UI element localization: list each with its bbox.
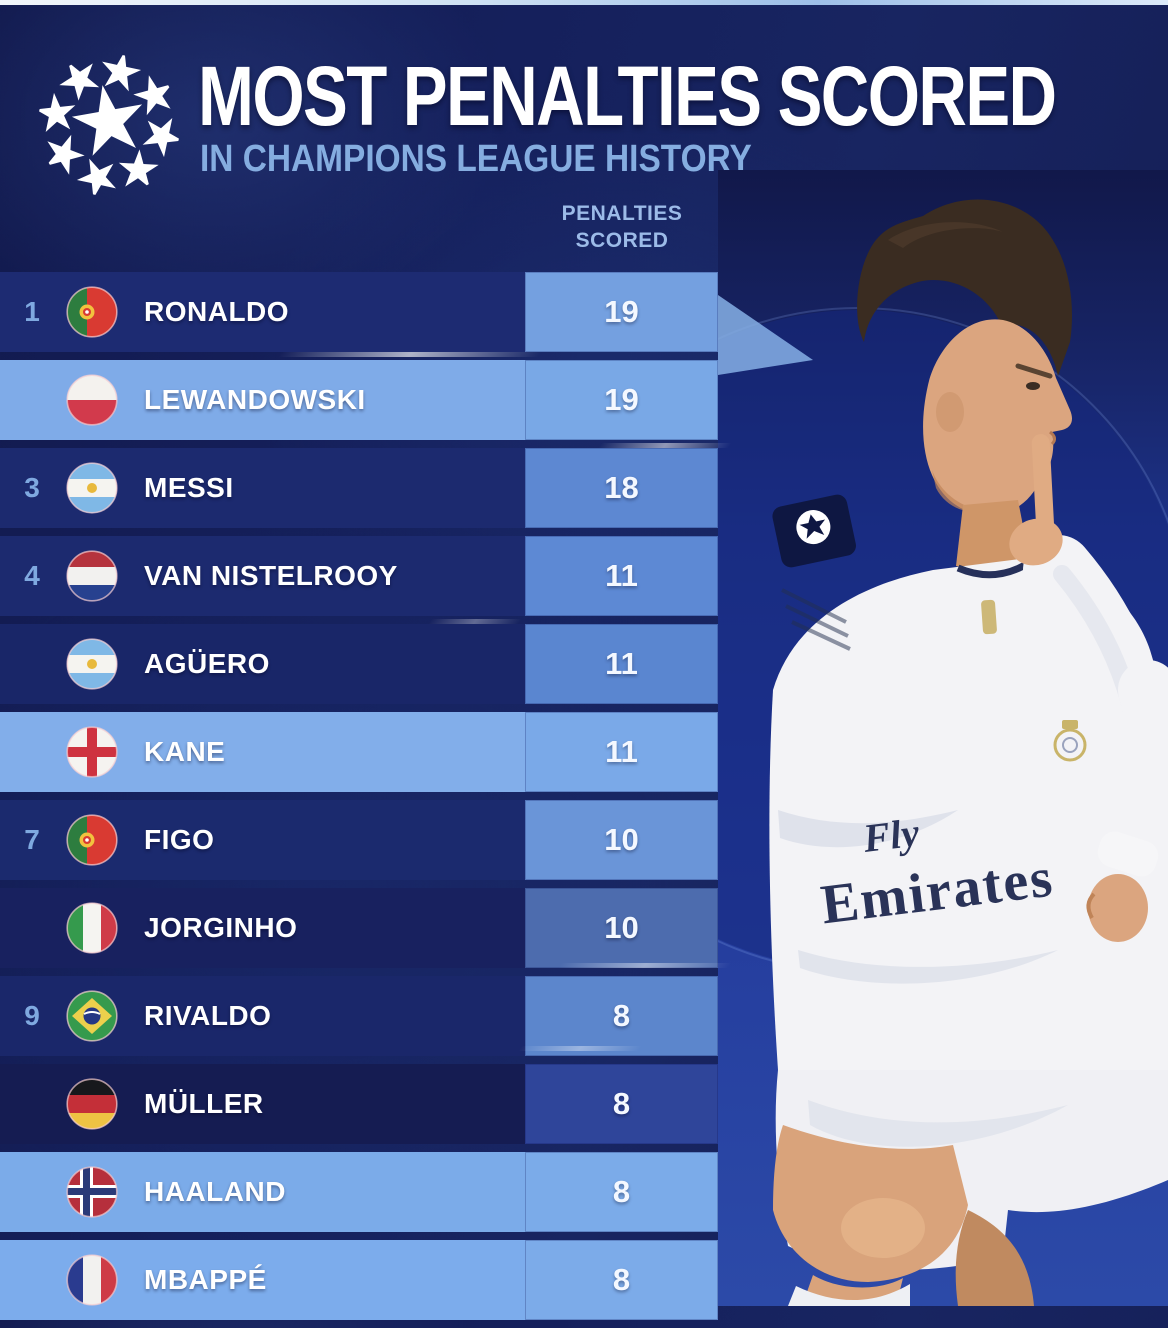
- norway-flag-icon: [66, 1166, 118, 1218]
- light-streak-decoration: [558, 963, 732, 968]
- player-name: KANE: [144, 736, 226, 767]
- table-row: MÜLLER 8: [0, 1064, 718, 1144]
- player-name: VAN NISTELROOY: [144, 560, 398, 591]
- penalty-count: 18: [525, 448, 718, 528]
- brazil-flag-icon: [66, 990, 118, 1042]
- netherlands-flag-icon: [66, 550, 118, 602]
- player-name: HAALAND: [144, 1176, 286, 1207]
- page-title: MOST PENALTIES SCORED: [198, 49, 1057, 143]
- table-row: 9 RIVALDO 8: [0, 976, 718, 1056]
- column-header-line1: PENALTIES: [561, 202, 683, 225]
- rank-label: [0, 888, 64, 968]
- player-name: AGÜERO: [144, 648, 270, 679]
- argentina-flag-icon: [66, 462, 118, 514]
- penalty-count: 19: [525, 360, 718, 440]
- penalty-count: 8: [525, 1152, 718, 1232]
- player-name: JORGINHO: [144, 912, 298, 943]
- germany-flag-icon: [66, 1078, 118, 1130]
- argentina-flag-icon: [66, 638, 118, 690]
- rank-label: 3: [24, 472, 40, 503]
- penalties-scored-column-header: PENALTIES SCORED: [512, 200, 732, 254]
- penalty-count: 10: [525, 800, 718, 880]
- rank-label: 1: [24, 296, 40, 327]
- rank-label: [0, 1064, 64, 1144]
- penalty-count: 19: [525, 272, 718, 352]
- player-name: MESSI: [144, 472, 234, 503]
- penalty-count: 11: [525, 712, 718, 792]
- ucl-starball-icon: [37, 53, 181, 197]
- rank-label: 4: [24, 560, 40, 591]
- column-header-line2: SCORED: [575, 229, 669, 252]
- ucl-sleeve-badge-icon: [772, 494, 856, 568]
- rank-label: [0, 1152, 64, 1232]
- rank-label: [0, 624, 64, 704]
- penalty-count: 11: [525, 536, 718, 616]
- cristiano-ronaldo-celebration-photo: Fly Emirates: [718, 170, 1168, 1306]
- table-row: AGÜERO 11: [0, 624, 718, 704]
- penalties-table: 1 RONALDO 19 LEWANDOWSKI 19 3 MESSI 18 4…: [0, 272, 718, 1328]
- player-name: LEWANDOWSKI: [144, 384, 366, 415]
- light-streak-decoration: [278, 352, 542, 357]
- table-row: KANE 11: [0, 712, 718, 792]
- rank-label: 7: [24, 824, 40, 855]
- table-row: JORGINHO 10: [0, 888, 718, 968]
- penalty-count: 11: [525, 624, 718, 704]
- france-flag-icon: [66, 1254, 118, 1306]
- table-row: 4 VAN NISTELROOY 11: [0, 536, 718, 616]
- jersey-sponsor-fly-text: Fly: [860, 809, 922, 861]
- rank-label: 9: [24, 1000, 40, 1031]
- player-name: MBAPPÉ: [144, 1264, 267, 1295]
- player-name: FIGO: [144, 824, 215, 855]
- light-wedge-decoration: [718, 295, 813, 375]
- rank-label: [0, 712, 64, 792]
- page-subtitle: IN CHAMPIONS LEAGUE HISTORY: [200, 138, 752, 180]
- table-row: MBAPPÉ 8: [0, 1240, 718, 1320]
- table-row: 1 RONALDO 19: [0, 272, 718, 352]
- england-flag-icon: [66, 726, 118, 778]
- portugal-flag-icon: [66, 814, 118, 866]
- portugal-flag-icon: [66, 286, 118, 338]
- penalty-count: 8: [525, 1240, 718, 1320]
- table-row: LEWANDOWSKI 19: [0, 360, 718, 440]
- light-streak-decoration: [518, 1046, 642, 1051]
- player-figure: Fly Emirates: [769, 199, 1168, 1306]
- top-edge-strip: [0, 0, 1168, 5]
- table-row: 3 MESSI 18: [0, 448, 718, 528]
- light-streak-decoration: [428, 619, 522, 624]
- rank-label: [0, 1240, 64, 1320]
- italy-flag-icon: [66, 902, 118, 954]
- table-row: HAALAND 8: [0, 1152, 718, 1232]
- penalty-count: 8: [525, 976, 718, 1056]
- penalty-count: 8: [525, 1064, 718, 1144]
- light-streak-decoration: [598, 443, 732, 448]
- player-name: RONALDO: [144, 296, 290, 327]
- player-name: MÜLLER: [144, 1088, 264, 1119]
- player-name: RIVALDO: [144, 1000, 272, 1031]
- penalty-count: 10: [525, 888, 718, 968]
- table-row: 7 FIGO 10: [0, 800, 718, 880]
- poland-flag-icon: [66, 374, 118, 426]
- rank-label: [0, 360, 64, 440]
